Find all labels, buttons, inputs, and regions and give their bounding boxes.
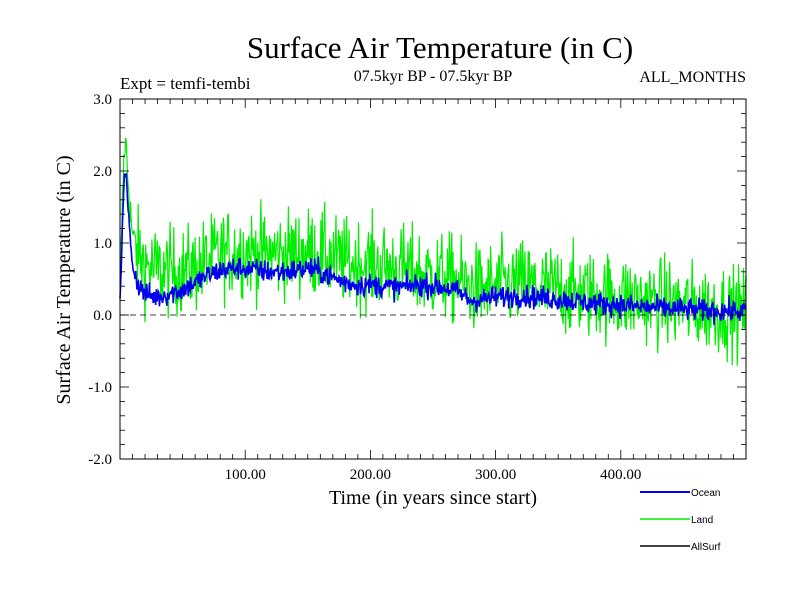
x-axis-label: Time (in years since start) bbox=[329, 487, 537, 509]
legend: Ocean Land AllSurf bbox=[640, 488, 721, 553]
months-label: ALL_MONTHS bbox=[639, 69, 746, 86]
plot-area bbox=[119, 137, 747, 366]
plot-frame bbox=[119, 98, 747, 460]
x-tick-label: 400.00 bbox=[600, 467, 641, 483]
y-tick-label: 3.0 bbox=[93, 92, 112, 108]
x-tick-label: 100.00 bbox=[225, 467, 266, 483]
y-axis-label: Surface Air Temperature (in C) bbox=[53, 155, 75, 404]
axes: 100.00 200.00 300.00 400.00 -2.0 -1.0 0.0 1.0 2.… bbox=[88, 92, 747, 483]
series-line-ocean bbox=[119, 172, 747, 326]
legend-label-land: Land bbox=[691, 515, 713, 526]
x-tick-label: 200.00 bbox=[350, 467, 391, 483]
y-tick-label: 1.0 bbox=[93, 236, 112, 252]
y-tick-label: 0.0 bbox=[93, 308, 112, 324]
chart-title: Surface Air Temperature (in C) bbox=[247, 30, 633, 65]
legend-label-ocean: Ocean bbox=[691, 488, 720, 499]
legend-label-allsurf: AllSurf bbox=[691, 542, 721, 553]
chart-subtitle: 07.5kyr BP - 07.5kyr BP bbox=[354, 68, 513, 85]
x-tick-label: 300.00 bbox=[475, 467, 516, 483]
expt-label: Expt = temfi-tembi bbox=[120, 74, 251, 93]
y-tick-label: -1.0 bbox=[88, 380, 112, 396]
y-tick-label: -2.0 bbox=[88, 452, 112, 468]
series-line-land bbox=[119, 137, 747, 366]
y-tick-label: 2.0 bbox=[93, 164, 112, 180]
